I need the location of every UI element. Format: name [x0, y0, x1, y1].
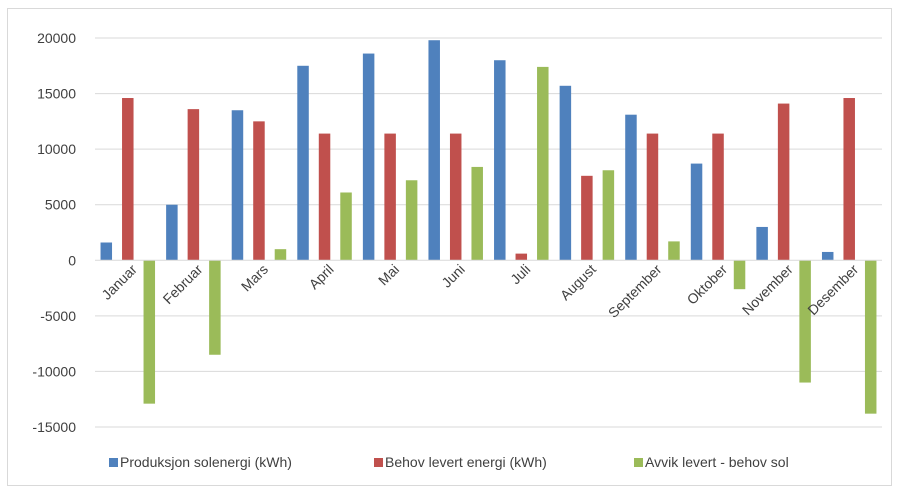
x-tick-label: Desember [804, 261, 861, 318]
bar-3-mai [405, 180, 418, 261]
bar-1-desember [821, 251, 834, 261]
bar-1-november [756, 226, 768, 261]
bar-1-september [625, 114, 637, 261]
y-tick-label: 20000 [37, 30, 76, 46]
bar-3-august [602, 170, 615, 261]
y-tick-label: -5000 [40, 308, 76, 324]
bar-2-oktober [712, 133, 724, 261]
x-tick-label: November [739, 261, 796, 318]
chart-frame [7, 8, 892, 486]
bar-3-oktober [733, 260, 746, 290]
bar-1-august [559, 85, 572, 261]
bar-2-november [777, 103, 790, 261]
bar-3-desember [864, 260, 877, 414]
bar-1-januar [100, 242, 113, 261]
x-tick-label: Februar [160, 261, 206, 307]
bar-3-februar [209, 260, 221, 355]
bar-3-april [340, 192, 352, 261]
x-tick-label: September [605, 261, 665, 321]
bar-1-oktober [690, 163, 703, 261]
x-tick-label: April [306, 261, 337, 292]
legend-label: Produksjon solenergi (kWh) [120, 454, 292, 470]
bars [100, 40, 877, 414]
bar-3-mars [274, 249, 287, 261]
bar-1-april [297, 65, 309, 261]
x-tick-label: Juni [438, 261, 467, 290]
x-tick-label: Januar [98, 261, 140, 303]
legend-swatch [634, 458, 643, 467]
legend-label: Behov levert energi (kWh) [385, 454, 547, 470]
y-tick-label: 15000 [37, 86, 76, 102]
bar-1-februar [166, 204, 178, 261]
bar-2-februar [187, 109, 200, 261]
bar-2-desember [843, 98, 855, 261]
x-tick-label: August [557, 261, 599, 303]
bar-2-september [646, 133, 659, 261]
y-tick-label: 0 [68, 252, 76, 268]
bar-3-juli [537, 66, 549, 261]
bar-2-april [318, 133, 331, 261]
legend-swatch [109, 458, 118, 467]
x-tick-label: Oktober [684, 261, 731, 308]
bar-1-mai [362, 53, 375, 261]
bar-3-november [799, 260, 811, 383]
bar-3-januar [143, 260, 156, 404]
gridlines [95, 37, 882, 428]
bar-3-september [668, 241, 680, 261]
bar-2-august [581, 175, 593, 261]
y-tick-label: -15000 [32, 419, 76, 435]
x-tick-label: Juli [507, 261, 533, 287]
x-tick-label: Mai [375, 261, 402, 288]
x-tick-label: Mars [238, 261, 271, 294]
bar-1-mars [231, 110, 244, 261]
bar-2-juli [515, 253, 528, 261]
bar-3-juni [471, 166, 483, 261]
bar-2-januar [122, 98, 134, 261]
legend-swatch [374, 458, 383, 467]
bar-1-juni [428, 40, 440, 261]
bar-1-juli [494, 60, 506, 261]
y-tick-label: 5000 [45, 197, 76, 213]
bar-2-juni [449, 133, 462, 261]
legend-label: Avvik levert - behov sol [645, 454, 789, 470]
bar-2-mars [253, 121, 265, 261]
y-tick-label: -10000 [32, 363, 76, 379]
bar-2-mai [384, 133, 396, 261]
legend: Produksjon solenergi (kWh) Behov levert e… [109, 454, 789, 470]
y-tick-label: 10000 [37, 141, 76, 157]
